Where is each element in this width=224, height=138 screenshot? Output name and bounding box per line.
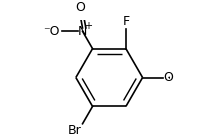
Text: O: O bbox=[164, 71, 174, 84]
Text: O: O bbox=[75, 1, 85, 14]
Text: F: F bbox=[122, 15, 129, 28]
Text: N: N bbox=[78, 25, 87, 38]
Text: ⁻O: ⁻O bbox=[43, 25, 60, 38]
Text: +: + bbox=[84, 21, 92, 31]
Text: Br: Br bbox=[68, 124, 82, 137]
